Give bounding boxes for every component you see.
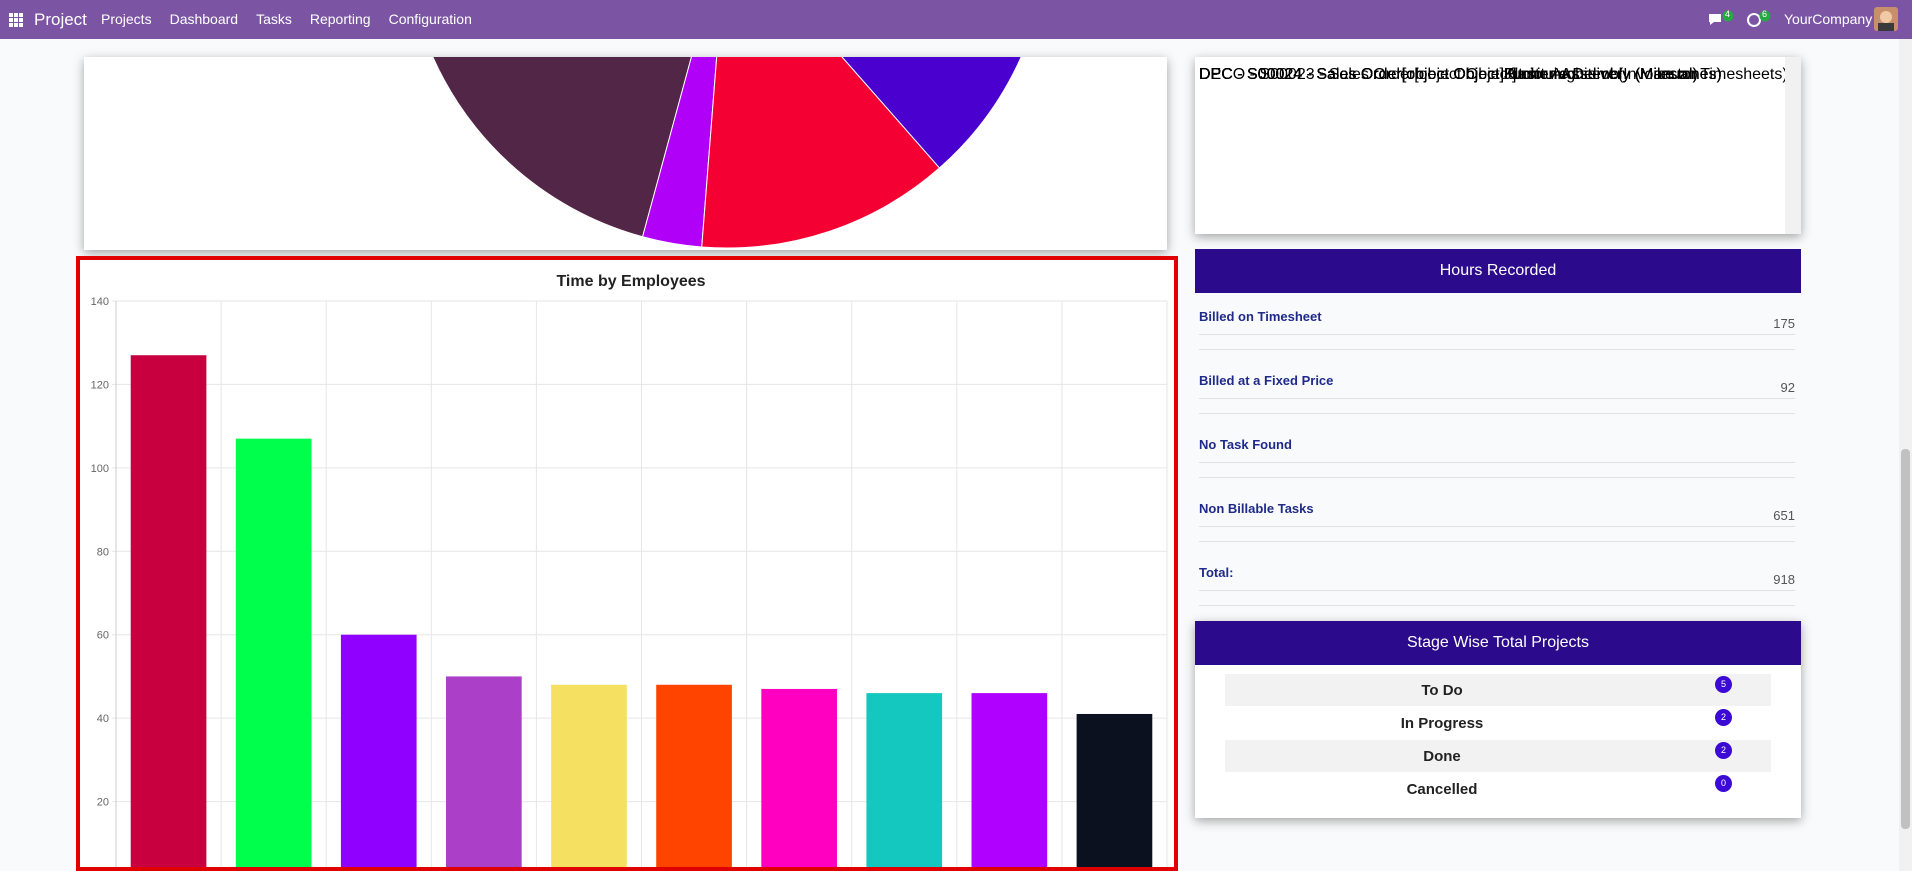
hours-panel: Hours Recorded Billed on Timesheet 175 Bil…	[1195, 249, 1801, 609]
order-cell[interactable]: DPC - S00024 - Sales Order[object Object…	[1199, 66, 1505, 83]
bar	[551, 684, 627, 867]
y-tick-label: 120	[91, 379, 109, 391]
stage-row: In Progress 2	[1225, 707, 1771, 739]
scroll-thumb[interactable]	[1901, 449, 1910, 829]
bar	[866, 693, 943, 867]
stage-label: Cancelled	[1406, 781, 1478, 798]
menu-item[interactable]: Projects	[101, 11, 152, 27]
order-cell[interactable]: DECO - S00023 - Sales Order[object Objec…	[1199, 66, 1517, 83]
bar	[130, 355, 207, 867]
hours-label[interactable]: Non Billable Tasks	[1199, 501, 1314, 516]
hours-divider	[1199, 334, 1795, 335]
hours-divider	[1199, 526, 1795, 527]
bar	[235, 438, 312, 867]
order-cell[interactable]: DPC - S00024 - Sales Order[object Object…	[1199, 66, 1505, 83]
stage-row: To Do 5	[1225, 674, 1771, 706]
pie-slice	[841, 57, 1022, 169]
hours-header: Hours Recorded	[1195, 249, 1801, 293]
hours-value: 175	[1773, 316, 1795, 331]
chart-title: Time by Employees	[556, 273, 705, 290]
hours-divider	[1199, 590, 1795, 591]
hours-divider	[1199, 462, 1795, 463]
chart: Time by Employees 20 40 60 80 100 120 140	[91, 273, 1168, 867]
task-cell[interactable]: Kitchen Assembly (Milestones)	[1504, 66, 1722, 83]
menu-item[interactable]: Reporting	[309, 11, 371, 27]
hours-value: 918	[1773, 572, 1795, 587]
avatar[interactable]	[1874, 7, 1898, 31]
hours-divider	[1199, 413, 1795, 414]
task-cell[interactable]: Furniture Delivery (Manual)	[1504, 66, 1698, 83]
table-scrollbar[interactable]	[1785, 57, 1801, 234]
y-tick-label: 60	[97, 630, 109, 642]
bar-chart-card: Time by Employees 20 40 60 80 100 120 140	[76, 256, 1178, 871]
task-cell[interactable]: Furniture Delivery (Manual)	[1504, 66, 1698, 83]
activities-count: 6	[1762, 9, 1768, 19]
hours-divider	[1199, 541, 1795, 542]
hours-label[interactable]: Billed on Timesheet	[1199, 309, 1322, 324]
pie-slice	[701, 57, 941, 249]
stages-card: Stage Wise Total Projects To Do 5 In Progr…	[1195, 621, 1801, 818]
hours-divider	[1199, 398, 1795, 399]
orders-table: DECO - S00023 - Sales Order[object Objec…	[1195, 57, 1801, 234]
task-cell[interactable]: Junior Architect (Invoice on Timesheets)	[1504, 66, 1788, 83]
bar	[340, 634, 417, 867]
bar	[971, 693, 1048, 867]
bar	[761, 688, 837, 867]
pie-card	[84, 57, 1167, 250]
y-tick-label: 140	[91, 296, 109, 308]
pie-slice	[432, 57, 692, 238]
stage-count: 2	[1715, 742, 1732, 759]
stage-label: In Progress	[1400, 715, 1484, 732]
hours-divider	[1199, 605, 1795, 606]
order-cell[interactable]: DPC - S00024 - Sales Order[object Object…	[1199, 66, 1505, 83]
activities-icon[interactable]	[1746, 10, 1776, 30]
y-tick-label: 40	[97, 713, 109, 725]
task-cell[interactable]: Kitchen Assembly (Milestones)	[1504, 66, 1722, 83]
hours-value: 651	[1773, 508, 1795, 523]
bar	[1076, 713, 1153, 867]
navbar: Project Projects Dashboard Tasks Reporting C…	[0, 0, 1912, 39]
menu-item[interactable]: Tasks	[256, 11, 292, 27]
hours-label[interactable]: No Task Found	[1199, 437, 1292, 452]
messages-icon[interactable]	[1707, 10, 1737, 30]
hours-label[interactable]: Billed at a Fixed Price	[1199, 373, 1334, 388]
task-cell[interactable]: Plastering	[1504, 66, 1576, 83]
hours-divider	[1199, 349, 1795, 350]
stage-count: 0	[1715, 775, 1732, 792]
messages-count: 4	[1725, 9, 1731, 19]
menu-item[interactable]: Dashboard	[169, 11, 239, 27]
stage-label: To Do	[1421, 682, 1463, 699]
y-tick-label: 100	[91, 463, 109, 475]
y-tick-label: 20	[97, 797, 109, 809]
y-tick-label: 80	[97, 546, 109, 558]
hours-label[interactable]: Total:	[1199, 565, 1234, 580]
company-name[interactable]: YourCompany	[1784, 11, 1873, 27]
bar	[656, 684, 732, 867]
page-scrollbar[interactable]	[1899, 39, 1912, 871]
stage-label: Done	[1423, 748, 1461, 765]
apps-icon[interactable]	[9, 13, 23, 27]
bar	[446, 676, 522, 867]
menu-item[interactable]: Configuration	[388, 11, 472, 27]
order-cell[interactable]: DPC - S00024 - Sales Order[object Object…	[1199, 66, 1505, 83]
order-cell[interactable]: DPC - S00024 - Sales Order[object Object…	[1199, 66, 1505, 83]
app-name[interactable]: Project	[34, 10, 87, 29]
hours-divider	[1199, 477, 1795, 478]
stage-count: 2	[1715, 709, 1732, 726]
stage-row: Done 2	[1225, 740, 1771, 772]
hours-value: 92	[1780, 380, 1795, 395]
pie-fragment	[432, 57, 1022, 249]
stages-header: Stage Wise Total Projects	[1195, 621, 1801, 665]
stage-count: 5	[1715, 676, 1732, 693]
stage-row: Cancelled 0	[1225, 773, 1771, 805]
